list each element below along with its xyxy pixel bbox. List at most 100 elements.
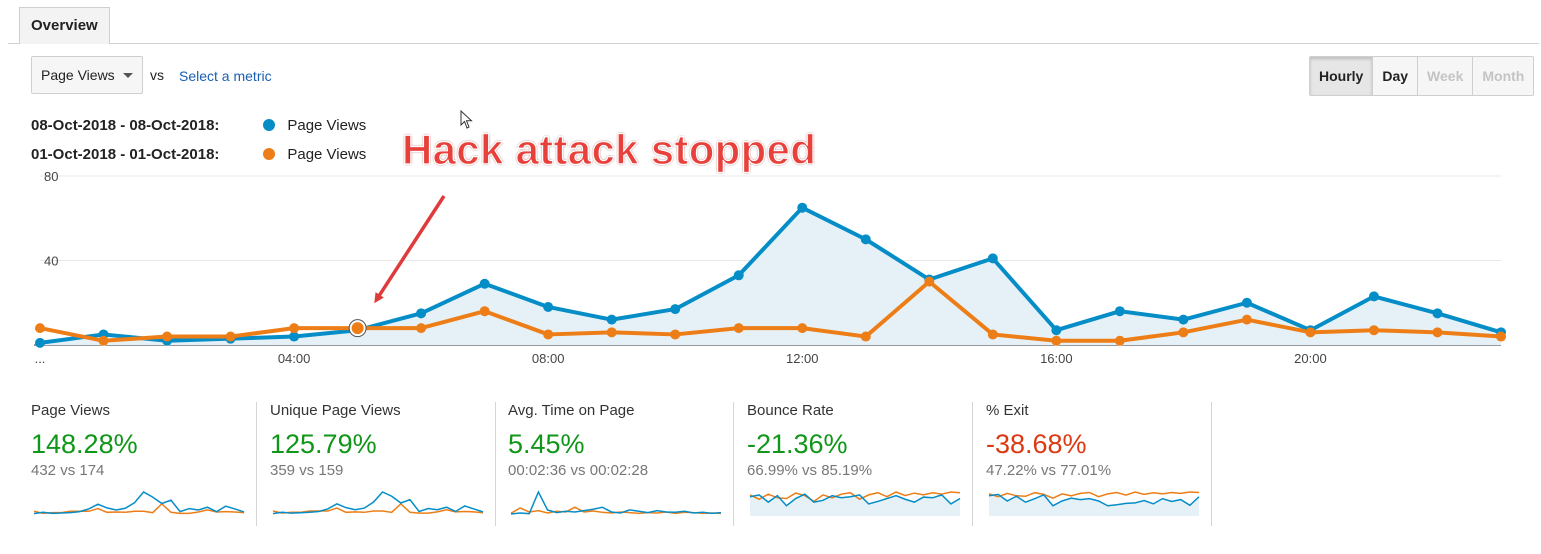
summary-card-value: 5.45% bbox=[508, 429, 585, 459]
data-point bbox=[1241, 314, 1252, 325]
summary-card-title: Unique Page Views bbox=[270, 402, 401, 419]
data-point bbox=[1432, 327, 1443, 338]
data-point bbox=[479, 278, 490, 289]
data-point bbox=[1368, 325, 1379, 336]
granularity-month-button[interactable]: Month bbox=[1473, 57, 1534, 95]
summary-card-comparison: 432 vs 174 bbox=[31, 462, 105, 479]
data-point bbox=[987, 329, 998, 340]
sparkline-current bbox=[988, 493, 1200, 507]
data-point bbox=[670, 304, 681, 315]
x-tick-label: 12:00 bbox=[786, 351, 819, 366]
data-point bbox=[1051, 325, 1062, 336]
vs-label: vs bbox=[150, 67, 164, 83]
data-point bbox=[1114, 335, 1125, 346]
summary-card-value: -21.36% bbox=[747, 429, 848, 459]
y-tick-label: 80 bbox=[44, 170, 58, 184]
chevron-down-icon bbox=[123, 73, 133, 78]
sparkline-area bbox=[750, 494, 960, 516]
card-separator bbox=[733, 402, 734, 526]
legend-date-range: 08-Oct-2018 - 08-Oct-2018: bbox=[31, 117, 220, 134]
summary-card[interactable]: % Exit -38.68% 47.22% vs 77.01% bbox=[986, 402, 1111, 526]
legend-item-current: 08-Oct-2018 - 08-Oct-2018: Page Views bbox=[31, 116, 366, 136]
legend-date-range: 01-Oct-2018 - 01-Oct-2018: bbox=[31, 146, 220, 163]
sparkline bbox=[749, 491, 961, 516]
granularity-day-button[interactable]: Day bbox=[1373, 57, 1419, 95]
x-tick-label: 16:00 bbox=[1040, 351, 1073, 366]
series-area-fill bbox=[40, 207, 1501, 345]
sparkline-current bbox=[510, 490, 722, 515]
data-point bbox=[1432, 308, 1443, 319]
summary-card-title: Avg. Time on Page bbox=[508, 402, 635, 419]
annotation-arrow-icon bbox=[374, 195, 446, 304]
summary-card[interactable]: Bounce Rate -21.36% 66.99% vs 85.19% bbox=[747, 402, 872, 526]
tab-overview[interactable]: Overview bbox=[19, 7, 110, 44]
data-point bbox=[1305, 327, 1316, 338]
metric-dropdown[interactable]: Page Views bbox=[31, 56, 143, 94]
summary-card-title: % Exit bbox=[986, 402, 1029, 419]
data-point bbox=[797, 323, 808, 334]
metric-dropdown-label: Page Views bbox=[41, 67, 115, 83]
chart-axis-labels: 40 80... 04:00 08:00 12:00 16:00 20:00 bbox=[35, 170, 1327, 366]
hack-attack-annotation: Hack attack stopped bbox=[401, 125, 817, 173]
card-separator bbox=[972, 402, 973, 526]
legend-item-previous: 01-Oct-2018 - 01-Oct-2018: Page Views bbox=[31, 145, 366, 165]
chart-lines bbox=[39, 205, 1502, 345]
data-point bbox=[733, 270, 744, 281]
legend-dot-icon bbox=[263, 119, 276, 131]
data-point bbox=[225, 331, 236, 342]
sparkline-previous bbox=[988, 491, 1200, 499]
data-point bbox=[289, 323, 300, 334]
data-point bbox=[543, 329, 554, 340]
summary-card-title: Bounce Rate bbox=[747, 402, 834, 419]
sparkline bbox=[510, 490, 722, 515]
summary-card[interactable]: Unique Page Views 125.79% 359 vs 159 bbox=[270, 402, 401, 526]
data-point bbox=[860, 234, 871, 245]
sparkline bbox=[988, 491, 1200, 516]
x-tick-label: 08:00 bbox=[532, 351, 565, 366]
data-point bbox=[416, 323, 427, 334]
data-point bbox=[670, 329, 681, 340]
data-point bbox=[35, 323, 45, 334]
summary-card-comparison: 47.22% vs 77.01% bbox=[986, 462, 1112, 479]
chart-area-fill bbox=[40, 207, 1501, 345]
legend-dot-icon bbox=[263, 148, 276, 160]
granularity-hourly-button[interactable]: Hourly bbox=[1310, 57, 1374, 95]
series-line-0 bbox=[39, 205, 1502, 345]
highlighted-point-ring bbox=[348, 319, 367, 338]
data-point bbox=[98, 335, 109, 346]
summary-card[interactable]: Avg. Time on Page 5.45% 00:02:36 vs 00:02:… bbox=[508, 402, 648, 526]
data-point bbox=[1178, 314, 1189, 325]
data-point bbox=[987, 253, 998, 264]
chart-points bbox=[35, 202, 1506, 348]
summary-card[interactable]: Page Views 148.28% 432 vs 174 bbox=[31, 402, 138, 526]
data-point bbox=[416, 308, 427, 319]
summary-card-comparison: 00:02:36 vs 00:02:28 bbox=[508, 462, 649, 479]
page-views-line-chart: 40 80... 04:00 08:00 12:00 16:00 20:00 bbox=[34, 170, 1506, 366]
select-metric-link[interactable]: Select a metric bbox=[179, 68, 272, 84]
series-line-1 bbox=[39, 279, 1502, 343]
summary-card-value: 148.28% bbox=[31, 429, 138, 459]
data-point bbox=[543, 301, 554, 312]
data-point bbox=[733, 323, 744, 334]
granularity-week-button[interactable]: Week bbox=[1418, 57, 1474, 95]
summary-card-comparison: 359 vs 159 bbox=[270, 462, 344, 479]
data-point bbox=[162, 331, 173, 342]
data-point bbox=[1368, 291, 1379, 302]
y-tick-label: 40 bbox=[44, 254, 58, 269]
data-point bbox=[924, 276, 935, 287]
sparkline bbox=[33, 491, 245, 515]
sparkline-previous bbox=[33, 502, 245, 515]
sparkline-current bbox=[749, 493, 961, 507]
tab-divider bbox=[8, 43, 1539, 44]
x-tick-label: 04:00 bbox=[278, 351, 311, 366]
summary-card-title: Page Views bbox=[31, 402, 110, 419]
data-point bbox=[35, 337, 45, 348]
x-tick-label: 20:00 bbox=[1294, 351, 1327, 366]
card-separator bbox=[495, 402, 496, 526]
data-point bbox=[860, 331, 871, 342]
sparkline-previous bbox=[272, 502, 484, 514]
sparkline-current bbox=[33, 491, 245, 515]
granularity-toggle: Hourly Day Week Month bbox=[1309, 56, 1535, 96]
x-tick-label: ... bbox=[35, 351, 46, 366]
data-point bbox=[606, 327, 617, 338]
